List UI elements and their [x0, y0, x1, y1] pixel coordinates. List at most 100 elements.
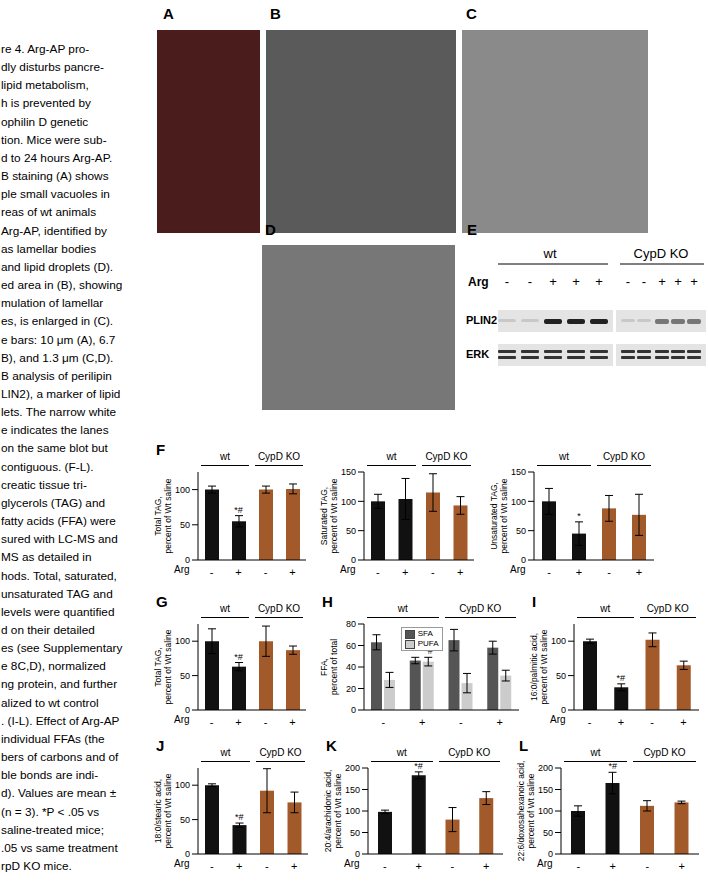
svg-text:20: 20	[346, 684, 356, 694]
svg-text:*#: *#	[608, 761, 617, 771]
svg-text:PLIN2: PLIN2	[466, 314, 497, 326]
svg-text:200: 200	[345, 763, 360, 773]
svg-text:0: 0	[185, 555, 190, 565]
svg-text:+: +	[658, 274, 666, 289]
svg-text:ERK: ERK	[466, 348, 489, 360]
svg-text:+: +	[402, 566, 408, 578]
svg-text:*#: *#	[234, 505, 243, 515]
svg-text:50: 50	[346, 526, 356, 536]
svg-text:+: +	[289, 566, 295, 578]
svg-text:Arg: Arg	[468, 275, 489, 289]
svg-text:+: +	[680, 716, 686, 728]
svg-text:+: +	[595, 274, 603, 289]
svg-text:0: 0	[185, 705, 190, 715]
svg-text:-: -	[264, 566, 268, 578]
svg-text:100: 100	[345, 806, 360, 816]
svg-text:*#: *#	[414, 761, 423, 771]
svg-text:0: 0	[548, 849, 553, 859]
svg-text:Total TAG,: Total TAG,	[153, 647, 163, 686]
svg-text:*#: *#	[617, 673, 626, 683]
svg-text:+: +	[610, 860, 616, 872]
svg-text:Total TAG,: Total TAG,	[153, 496, 163, 535]
svg-text:100: 100	[175, 485, 190, 495]
svg-text:-: -	[265, 860, 269, 872]
svg-text:percent of Wt saline: percent of Wt saline	[526, 773, 536, 848]
svg-text:50: 50	[180, 671, 190, 681]
svg-text:percent of total: percent of total	[329, 639, 339, 695]
svg-text:percent of Wt saline: percent of Wt saline	[163, 629, 173, 704]
svg-text:-: -	[459, 716, 463, 728]
svg-text:+: +	[618, 716, 624, 728]
svg-text:+: +	[415, 860, 421, 872]
svg-text:-: -	[588, 716, 592, 728]
svg-text:+: +	[549, 274, 557, 289]
svg-text:150: 150	[538, 785, 553, 795]
svg-text:+: +	[457, 566, 463, 578]
svg-text:50: 50	[516, 526, 526, 536]
svg-text:percent of Wt saline: percent of Wt saline	[163, 773, 173, 848]
svg-text:-: -	[264, 716, 268, 728]
svg-text:-: -	[210, 716, 214, 728]
svg-text:+: +	[236, 860, 242, 872]
svg-text:+: +	[289, 716, 295, 728]
svg-text:percent of Wt saline: percent of Wt saline	[333, 773, 343, 848]
svg-text:-: -	[376, 566, 380, 578]
svg-text:60: 60	[346, 641, 356, 651]
svg-text:percent of Wt saline: percent of Wt saline	[539, 629, 549, 704]
svg-text:Unsaturated TAG,: Unsaturated TAG,	[489, 482, 499, 550]
svg-text:40: 40	[346, 662, 356, 672]
svg-text:-: -	[431, 566, 435, 578]
svg-text:0: 0	[185, 849, 190, 859]
svg-text:-: -	[645, 860, 649, 872]
svg-text:+: +	[235, 566, 241, 578]
svg-text:+: +	[674, 274, 682, 289]
svg-text:0: 0	[351, 705, 356, 715]
svg-text:*#: *#	[234, 652, 243, 662]
svg-text:+: +	[572, 274, 580, 289]
svg-text:percent of Wt saline: percent of Wt saline	[163, 478, 173, 553]
svg-text:*#: *#	[235, 812, 244, 822]
svg-text:-: -	[210, 566, 214, 578]
svg-text:+: +	[496, 716, 502, 728]
svg-text:-: -	[650, 716, 654, 728]
svg-text:22:6/doxosahexanoic acid,: 22:6/doxosahexanoic acid,	[516, 761, 526, 862]
svg-text:200: 200	[538, 763, 553, 773]
svg-text:50: 50	[180, 815, 190, 825]
svg-text:+: +	[679, 860, 685, 872]
svg-text:CypD KO: CypD KO	[634, 246, 689, 261]
svg-text:+: +	[235, 716, 241, 728]
svg-text:150: 150	[345, 785, 360, 795]
svg-text:20:4/arachidonic acid,: 20:4/arachidonic acid,	[323, 770, 333, 853]
svg-text:100: 100	[538, 806, 553, 816]
svg-text:+: +	[291, 860, 297, 872]
svg-text:*: *	[577, 511, 581, 521]
svg-text:-: -	[505, 274, 509, 289]
svg-text:50: 50	[543, 828, 553, 838]
svg-text:150: 150	[511, 467, 526, 477]
svg-text:-: -	[382, 716, 386, 728]
svg-text:16:0/palmitic acid,: 16:0/palmitic acid,	[529, 633, 539, 701]
svg-text:-: -	[626, 274, 630, 289]
svg-text:wt: wt	[543, 246, 557, 261]
svg-text:-: -	[576, 860, 580, 872]
svg-text:-: -	[547, 566, 551, 578]
svg-text:100: 100	[175, 780, 190, 790]
svg-text:100: 100	[511, 497, 526, 507]
svg-text:+: +	[690, 274, 698, 289]
svg-text:-: -	[383, 860, 387, 872]
svg-text:100: 100	[175, 636, 190, 646]
svg-text:0: 0	[355, 849, 360, 859]
svg-text:18:0/stearic acid,: 18:0/stearic acid,	[153, 779, 163, 843]
svg-text:0: 0	[521, 555, 526, 565]
svg-text:50: 50	[180, 520, 190, 530]
svg-text:FFA,: FFA,	[319, 658, 329, 676]
svg-text:0: 0	[351, 555, 356, 565]
svg-text:-: -	[210, 860, 214, 872]
svg-text:50: 50	[350, 828, 360, 838]
svg-text:+: +	[636, 566, 642, 578]
svg-text:0: 0	[561, 705, 566, 715]
svg-text:-: -	[451, 860, 455, 872]
svg-text:percent of Wt saline: percent of Wt saline	[329, 478, 339, 553]
svg-text:-: -	[642, 274, 646, 289]
svg-text:percent of Wt saline: percent of Wt saline	[499, 478, 509, 553]
